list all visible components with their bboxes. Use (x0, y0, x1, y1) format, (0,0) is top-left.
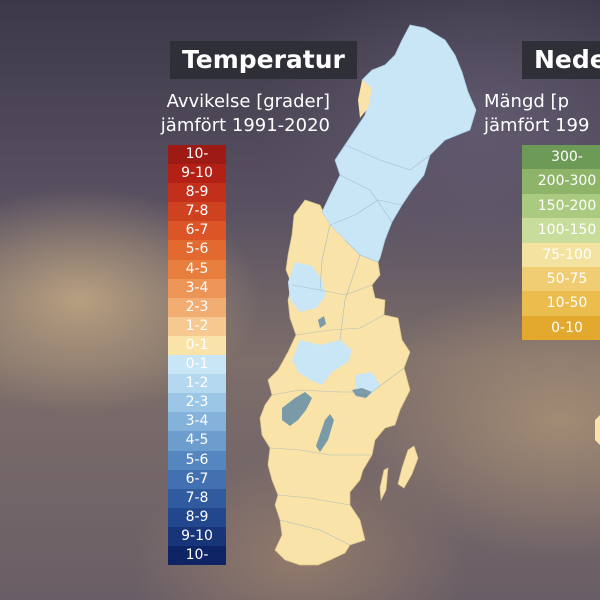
precipitation-legend-item: 75-100 (522, 242, 600, 267)
temperature-legend-item: 9-10 (168, 164, 226, 184)
temperature-legend-item: 6-7 (168, 221, 226, 241)
temperature-legend-item: 7-8 (168, 202, 226, 222)
lake-malaren (352, 388, 372, 398)
temperature-title: Temperatur (170, 41, 357, 79)
temperature-legend-item: 1-2 (168, 316, 226, 336)
oland-island (379, 467, 389, 502)
temperature-legend-item: 5-6 (168, 240, 226, 260)
temperature-legend-item: 7-8 (168, 488, 226, 508)
temperature-subtitle-line2: jämfört 1991-2020 (160, 115, 330, 136)
temperature-legend-item: 2-3 (168, 297, 226, 317)
temperature-legend-item: 8-9 (168, 507, 226, 527)
lake-vattern (316, 414, 334, 452)
blue-patch-central (292, 340, 352, 385)
temperature-legend-item: 10- (168, 145, 226, 165)
county-borders (269, 144, 431, 546)
sweden-south-region (259, 199, 411, 566)
precipitation-legend-item: 100-150 (522, 218, 600, 243)
temperature-legend-item: 3-4 (168, 278, 226, 298)
precipitation-title: Nede (522, 41, 600, 79)
precipitation-legend-item: 0-10 (522, 315, 600, 341)
partial-island-east (595, 415, 600, 445)
temperature-legend-item: 0-1 (168, 335, 226, 356)
lake-vanern (282, 392, 312, 426)
temperature-legend-item: 4-5 (168, 431, 226, 451)
precipitation-legend-item: 10-50 (522, 291, 600, 316)
temperature-legend-item: 4-5 (168, 259, 226, 279)
temperature-subtitle-line1: Avvikelse [grader] (166, 91, 330, 112)
lake-siljan (318, 316, 326, 328)
temperature-subtitle: Avvikelse [grader] jämfört 1991-2020 (140, 90, 330, 138)
yellow-patch-coast (318, 212, 345, 244)
temperature-legend-item: 1-2 (168, 374, 226, 394)
temperature-legend-item: 10- (168, 545, 226, 566)
temperature-legend-item: 5-6 (168, 450, 226, 470)
precipitation-subtitle: Mängd [p jämfört 199 (484, 90, 600, 138)
temperature-legend-item: 0-1 (168, 355, 226, 375)
precipitation-legend-item: 50-75 (522, 266, 600, 292)
temperature-legend-item: 2-3 (168, 393, 226, 413)
gotland-island (397, 445, 419, 489)
precipitation-subtitle-line2: jämfört 199 (484, 115, 590, 136)
temperature-legend-item: 8-9 (168, 183, 226, 203)
precipitation-legend-item: 300- (522, 145, 600, 170)
temperature-legend-item: 3-4 (168, 412, 226, 432)
blue-patch-west (288, 262, 326, 312)
precipitation-subtitle-line1: Mängd [p (484, 91, 569, 112)
temperature-legend: 10- 9-10 8-9 7-8 6-7 5-6 4-5 3-4 2-3 1-2 0-1 0-1 1-2… (168, 145, 226, 566)
temperature-legend-item: 9-10 (168, 526, 226, 546)
temperature-legend-item: 6-7 (168, 469, 226, 489)
precipitation-legend-item: 200-300 (522, 169, 600, 194)
yellow-patch-north (358, 80, 372, 118)
precipitation-legend-item: 150-200 (522, 193, 600, 219)
precipitation-legend: 300- 200-300 150-200 100-150 75-100 50-75 10-5… (522, 145, 600, 341)
